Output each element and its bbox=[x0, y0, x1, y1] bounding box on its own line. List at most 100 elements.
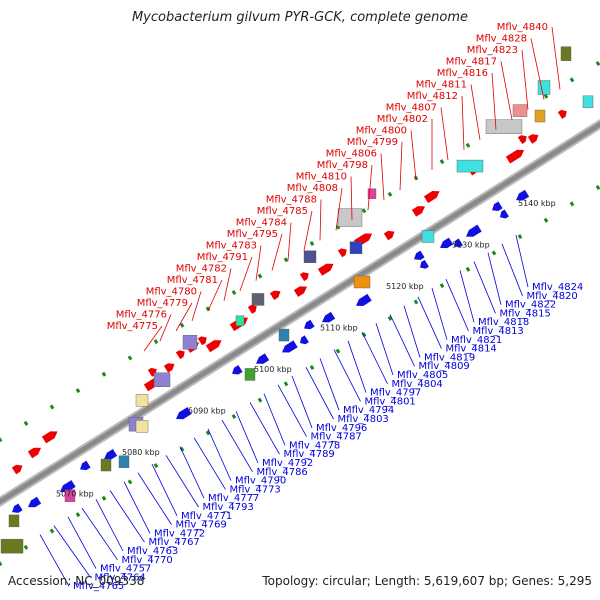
gene-leader-line bbox=[193, 437, 226, 490]
gene-label: Mflv_4816 bbox=[437, 68, 488, 79]
outer-tick-mark bbox=[0, 437, 3, 443]
gene-box-feature bbox=[278, 328, 290, 342]
gene-label: Mflv_4775 bbox=[107, 321, 158, 332]
gene-label: Mflv_4814 bbox=[446, 344, 497, 355]
outer-tick-mark bbox=[309, 240, 315, 246]
forward-gene-arrow bbox=[527, 134, 539, 144]
gene-label: Mflv_4770 bbox=[122, 555, 173, 566]
forward-gene-arrow bbox=[27, 447, 42, 459]
gene-label: Mflv_4803 bbox=[338, 414, 389, 425]
gene-label: Mflv_4786 bbox=[257, 467, 308, 478]
gene-label: Mflv_4787 bbox=[311, 432, 362, 443]
gene-label: Mflv_4780 bbox=[146, 287, 197, 298]
gene-leader-line bbox=[95, 499, 124, 552]
gene-box-feature bbox=[512, 104, 528, 117]
gene-box-feature bbox=[235, 315, 245, 326]
gene-leader-line bbox=[459, 270, 475, 323]
gene-leader-line bbox=[461, 95, 465, 150]
gene-box-feature bbox=[485, 119, 523, 134]
gene-box-feature bbox=[118, 455, 130, 468]
gene-leader-line bbox=[143, 325, 163, 352]
kbp-scale-label: 5100 kbp bbox=[254, 365, 292, 374]
gene-leader-line bbox=[137, 472, 172, 525]
gene-leader-line bbox=[473, 261, 496, 314]
gene-leader-line bbox=[440, 107, 449, 160]
gene-label: Mflv_4778 bbox=[289, 440, 340, 451]
outer-tick-mark bbox=[465, 142, 471, 148]
inner-tick-mark bbox=[543, 217, 549, 223]
gene-box-feature bbox=[337, 208, 363, 227]
kbp-scale-label: 5070 kbp bbox=[56, 489, 94, 498]
outer-tick-mark bbox=[153, 339, 159, 345]
gene-leader-line bbox=[389, 314, 415, 367]
gene-label: Mflv_4809 bbox=[419, 361, 470, 372]
gene-leader-line bbox=[39, 534, 70, 587]
reverse-gene-arrow bbox=[282, 340, 298, 353]
reverse-gene-arrow bbox=[176, 407, 192, 420]
gene-box-feature bbox=[537, 80, 551, 95]
gene-leader-line bbox=[223, 268, 232, 301]
reverse-gene-arrow bbox=[516, 189, 530, 201]
gene-label: Mflv_4776 bbox=[116, 310, 167, 321]
kbp-scale-label: 5120 kbp bbox=[386, 282, 424, 291]
gene-box-feature bbox=[456, 159, 484, 173]
gene-leader-line bbox=[403, 305, 421, 358]
reverse-gene-arrow bbox=[492, 201, 503, 211]
gene-label: Mflv_4796 bbox=[316, 423, 367, 434]
outer-tick-mark bbox=[205, 306, 211, 312]
gene-leader-line bbox=[417, 296, 442, 349]
gene-label: Mflv_4764 bbox=[95, 572, 146, 583]
gene-leader-line bbox=[431, 287, 448, 340]
gene-label: Mflv_4797 bbox=[370, 388, 421, 399]
gene-leader-line bbox=[380, 153, 385, 201]
gene-leader-line bbox=[221, 419, 253, 473]
reverse-gene-arrow bbox=[322, 311, 336, 323]
gene-leader-line bbox=[179, 446, 205, 499]
gene-leader-line bbox=[551, 26, 561, 90]
gene-label: Mflv_4772 bbox=[154, 528, 205, 539]
inner-tick-mark bbox=[23, 544, 29, 550]
gene-label: Mflv_4795 bbox=[227, 229, 278, 240]
gene-leader-line bbox=[159, 314, 172, 342]
gene-leader-line bbox=[67, 516, 97, 569]
gene-label: Mflv_4800 bbox=[356, 126, 407, 137]
gene-label: Mflv_4765 bbox=[73, 581, 124, 592]
gene-label: Mflv_4771 bbox=[181, 511, 232, 522]
inner-tick-mark bbox=[231, 414, 237, 420]
gene-label: Mflv_4804 bbox=[392, 379, 443, 390]
gene-label: Mflv_4798 bbox=[317, 160, 368, 171]
gene-leader-line bbox=[335, 187, 343, 231]
reverse-gene-arrow bbox=[256, 353, 270, 364]
gene-label: Mflv_4808 bbox=[287, 183, 338, 194]
gene-label: Mflv_4822 bbox=[505, 300, 556, 311]
gene-label: Mflv_4813 bbox=[473, 326, 524, 337]
kbp-scale-label: 5110 kbp bbox=[320, 323, 358, 332]
inner-tick-mark bbox=[101, 495, 107, 501]
gene-label: Mflv_4812 bbox=[407, 91, 458, 102]
gene-leader-line bbox=[53, 525, 91, 578]
gene-leader-line bbox=[333, 349, 361, 402]
inner-tick-mark bbox=[283, 381, 289, 387]
gene-label: Mflv_4791 bbox=[197, 252, 248, 263]
gene-label: Mflv_4821 bbox=[451, 335, 502, 346]
forward-gene-arrow bbox=[205, 340, 222, 353]
gene-label: Mflv_4757 bbox=[100, 564, 151, 575]
gene-label: Mflv_4799 bbox=[347, 137, 398, 148]
gene-leader-line bbox=[361, 331, 388, 384]
gene-label: Mflv_4811 bbox=[416, 80, 467, 91]
gene-label: Mflv_4794 bbox=[343, 405, 394, 416]
gene-box-feature bbox=[534, 109, 546, 123]
gene-leader-line bbox=[291, 375, 313, 428]
gene-leader-line bbox=[207, 279, 223, 312]
outer-tick-mark bbox=[257, 273, 263, 279]
outer-tick-mark bbox=[127, 355, 133, 361]
gene-label: Mflv_4779 bbox=[137, 298, 188, 309]
gene-label: Mflv_4790 bbox=[235, 476, 286, 487]
inner-tick-mark bbox=[0, 561, 3, 567]
gene-box-feature bbox=[8, 514, 20, 528]
forward-gene-arrow bbox=[411, 206, 426, 217]
outer-tick-mark bbox=[75, 388, 81, 394]
gene-leader-line bbox=[263, 393, 286, 446]
forward-gene-arrow bbox=[557, 109, 567, 119]
reverse-gene-arrow bbox=[104, 448, 118, 460]
